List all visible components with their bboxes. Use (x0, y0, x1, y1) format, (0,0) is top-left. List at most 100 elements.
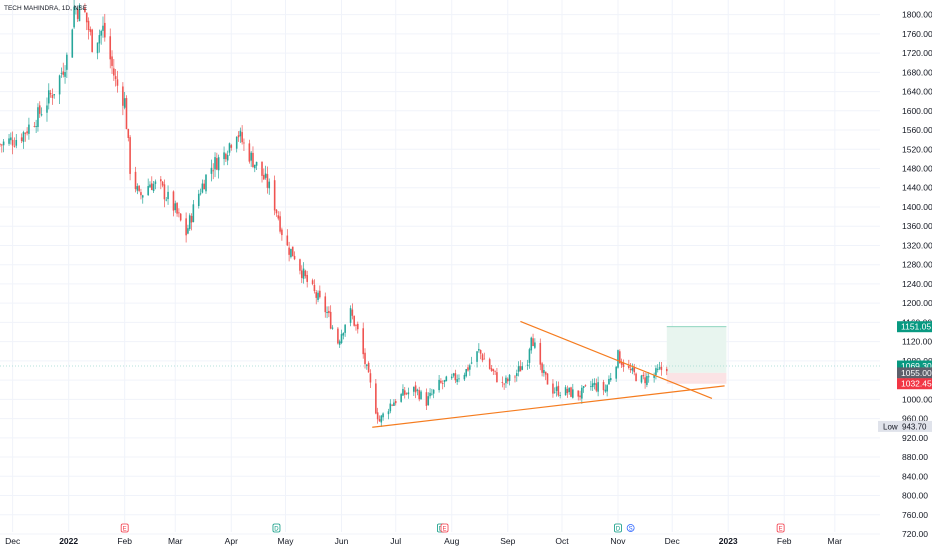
y-tick-label: 1400.00 (902, 202, 932, 212)
low-tag (878, 420, 932, 432)
candle-body (541, 363, 543, 373)
event-marker-label: D (616, 527, 621, 533)
candle-body (47, 90, 50, 104)
x-tick-label: 2022 (59, 536, 78, 546)
candle-body (243, 142, 245, 144)
position-layer (0, 326, 880, 384)
candle-body (300, 270, 303, 278)
position-profit-zone (666, 326, 727, 373)
candle-body (317, 292, 319, 300)
candle-body (362, 328, 365, 355)
candle-body (147, 186, 149, 196)
candle-body (116, 79, 119, 86)
candle-body (53, 94, 56, 96)
candle-body (553, 391, 556, 393)
candle-body (458, 378, 460, 380)
candle-body (230, 145, 233, 148)
candle-body (653, 375, 655, 378)
candle-body (429, 392, 431, 397)
candle-body (102, 25, 104, 31)
candle-body (78, 4, 81, 22)
candle-body (329, 311, 332, 329)
candle-body (606, 385, 608, 392)
y-tick-label: 1680.00 (902, 67, 932, 77)
candle-body (494, 370, 496, 372)
candle-body (299, 259, 301, 271)
candle-body (306, 275, 308, 282)
y-tick-label: 960.00 (902, 414, 928, 424)
candle-body (615, 366, 617, 379)
candle-body (178, 212, 180, 214)
price-tag (897, 367, 932, 379)
candle-body (597, 382, 599, 392)
price-tag (897, 378, 932, 390)
chart-title: TECH MAHINDRA, 1D, NSE (4, 5, 88, 12)
candle-body (241, 132, 243, 143)
candle-body (212, 170, 215, 172)
candle-body (393, 402, 395, 406)
candle-body (369, 373, 372, 383)
candle-body (476, 351, 478, 362)
candle-body (228, 143, 231, 153)
candle-body (376, 412, 379, 420)
y-tick-label: 1240.00 (902, 279, 932, 289)
candle-body (618, 351, 621, 364)
candle-body (286, 235, 289, 246)
candle-body (450, 376, 453, 379)
candle-body (622, 363, 625, 367)
candle-body (163, 184, 166, 200)
candle-body (22, 132, 25, 142)
candle-body (631, 367, 634, 371)
candle-body (418, 390, 421, 400)
candle-body (20, 137, 23, 141)
candle-body (248, 143, 251, 162)
candle-body (646, 376, 648, 385)
x-tick-label: Aug (444, 536, 459, 546)
events-layer[interactable]: EDDEDSE (120, 523, 785, 533)
candle-body (445, 376, 448, 382)
candle-body (104, 22, 106, 38)
candle-body (98, 35, 101, 44)
event-marker-dividend (614, 523, 622, 533)
candle-body (452, 373, 455, 376)
candle-body (402, 389, 404, 396)
price-tag-label: 1151.05 (901, 322, 931, 332)
candle-body (441, 383, 444, 384)
candle-body (167, 191, 169, 200)
candle-body (515, 373, 518, 376)
candle-body (620, 361, 623, 365)
candle-body (123, 98, 126, 108)
candle-body (514, 376, 516, 378)
candle-body (264, 173, 267, 178)
event-marker-earnings (776, 523, 785, 533)
candle-body (199, 193, 202, 195)
price-tag (897, 321, 932, 333)
x-axis[interactable]: Dec 2022 Feb Mar Apr May Jun Jul Aug Sep Oct Nov Dec… (5, 536, 842, 546)
y-axis[interactable]: 720.00 760.00 800.00 840.00 880.00 920.00 960.… (902, 10, 932, 539)
candle-body (38, 105, 41, 114)
candle-body (366, 364, 368, 366)
candle-body (602, 382, 605, 391)
candle-body (165, 199, 168, 201)
candle-body (342, 332, 345, 336)
candle-body (584, 385, 587, 387)
candle-body (134, 171, 137, 190)
y-tick-label: 1280.00 (902, 260, 932, 270)
candle-body (161, 181, 164, 186)
candle-body (378, 419, 381, 422)
y-tick-label: 1000.00 (902, 394, 932, 404)
candle-body (255, 161, 258, 166)
y-tick-label: 800.00 (902, 491, 928, 501)
candle-body (595, 383, 598, 391)
candle-body (127, 128, 130, 138)
candle-body (60, 73, 63, 74)
price-tag (897, 360, 932, 372)
x-tick-label: Dec (5, 536, 21, 546)
y-tick-label: 1640.00 (902, 87, 932, 97)
candle-body (216, 158, 218, 170)
position-loss-zone (666, 372, 727, 384)
candle-body (114, 76, 117, 80)
candle-body (481, 354, 484, 361)
trendline-layer[interactable] (372, 320, 725, 428)
candle-body (273, 180, 276, 211)
